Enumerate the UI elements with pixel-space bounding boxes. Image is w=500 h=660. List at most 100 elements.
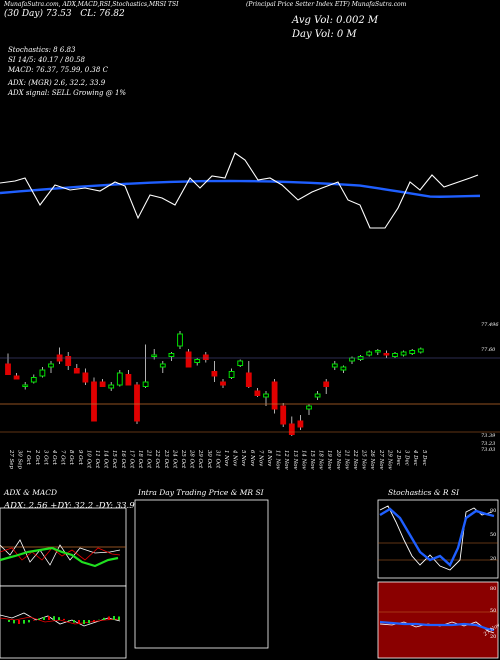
candle-body <box>228 371 235 378</box>
candle-body <box>65 356 72 366</box>
candle-body <box>323 381 330 387</box>
candle-body <box>254 390 261 396</box>
date-tick-label: 29 Nov <box>386 449 392 470</box>
date-tick-label: 27 Nov <box>378 449 384 470</box>
candle-body <box>417 348 424 353</box>
date-tick-label: 18 Nov <box>318 450 324 470</box>
date-tick-label: 8 Oct <box>68 450 74 466</box>
date-tick-label: 2 Oct <box>34 449 40 466</box>
adx-values: ADX: 2.56 +DY: 32.2 -DY: 33.9 <box>4 501 135 511</box>
date-tick-label: 21 Nov <box>343 449 349 470</box>
date-tick-label: 22 Oct <box>154 449 160 469</box>
date-axis: 27 Sep 30 Sep 1 Oct 2 Oct 3 Oct 4 Oct 7 Oct 8 O… <box>8 449 427 470</box>
date-tick-label: 29 Oct <box>197 449 203 469</box>
minus-di-line <box>0 547 121 561</box>
mrsi-blue-line <box>379 620 495 632</box>
date-tick-label: 30 Oct <box>206 450 212 469</box>
date-tick-label: 1 Oct <box>25 450 31 466</box>
date-tick-label: 4 Nov <box>232 449 238 466</box>
candle-body <box>314 393 321 398</box>
candle-body <box>409 350 416 354</box>
candle-body <box>159 363 166 368</box>
date-tick-label: 16 Oct <box>120 450 126 469</box>
mrsi-tick: 80 <box>490 586 496 592</box>
candle-body <box>202 354 209 360</box>
candle-body <box>220 381 226 386</box>
candle-body <box>331 363 338 368</box>
price-line <box>0 152 479 229</box>
candle-body <box>48 363 54 368</box>
date-tick-label: 28 Oct <box>189 449 195 469</box>
overlay-lines <box>0 152 500 433</box>
date-tick-label: 15 Oct <box>111 450 117 469</box>
adx-signal-readout: ADX signal: SELL Growing @ 1% <box>8 89 127 97</box>
date-tick-label: 14 Oct <box>103 450 109 469</box>
date-tick-label: 26 Nov <box>369 449 375 470</box>
candle-body <box>237 360 244 366</box>
price-tick-label: 73.23 <box>481 441 495 447</box>
moving-average-line <box>0 179 481 198</box>
date-tick-label: 21 Oct <box>146 449 152 469</box>
date-tick-label: 3 Dec <box>404 450 410 466</box>
candle-body <box>13 375 20 380</box>
plus-di-line <box>0 539 121 566</box>
candle-body <box>194 359 201 363</box>
candle-body <box>151 354 158 357</box>
candle-body <box>340 366 347 371</box>
date-tick-label: 31 Oct <box>214 450 220 469</box>
date-tick-label: 18 Oct <box>137 450 143 469</box>
date-tick-label: 4 Oct <box>51 449 57 466</box>
price-header: (30 Day) 73.53 CL: 76.82 <box>4 9 125 19</box>
date-tick-label: 20 Nov <box>335 449 341 470</box>
date-tick-label: 3 Oct <box>42 450 48 466</box>
candle-body <box>263 393 269 398</box>
macd-panel <box>0 585 127 659</box>
candle-body <box>280 405 287 425</box>
candle-body <box>245 372 252 387</box>
date-tick-label: 7 Nov <box>257 450 263 466</box>
date-tick-label: 17 Oct <box>128 450 134 469</box>
header-links: MunafaSutra.com, ADX,MACD,RSI,Stochastic… <box>4 1 167 8</box>
candle-body <box>39 369 46 377</box>
candle-body <box>168 353 175 357</box>
date-tick-label: 8 Nov <box>266 450 272 466</box>
stochastics-panel <box>377 499 499 579</box>
date-tick-label: 13 Nov <box>292 450 298 470</box>
date-tick-label: 25 Nov <box>361 449 367 470</box>
mrsi-tick: 50 <box>490 608 496 614</box>
candle-body <box>392 353 398 357</box>
candle-body <box>185 351 192 368</box>
date-tick-label: 25 Oct <box>180 449 186 469</box>
candle-body <box>73 368 80 374</box>
date-tick-label: 24 Oct <box>171 449 177 469</box>
candle-body <box>134 384 140 422</box>
date-tick-label: 9 Oct <box>77 450 83 466</box>
price-tick-label: 77.60 <box>481 347 496 353</box>
date-tick-label: 10 Oct <box>85 450 91 469</box>
date-tick-label: 14 Nov <box>300 450 306 470</box>
mrsi-tick: 20 <box>490 634 496 640</box>
date-tick-label: 12 Nov <box>283 450 289 470</box>
adx-line <box>0 546 119 568</box>
price-tick-label: 73.03 <box>481 447 495 453</box>
candle-body <box>82 372 89 383</box>
adx-panel-title: ADX & MACD <box>4 488 58 497</box>
candle-body <box>211 371 218 377</box>
candle-body <box>383 353 390 356</box>
adx-readout: ADX: (MGR) 2.6, 32.2, 33.9 <box>8 79 106 87</box>
thirty-day-price: (30 Day) 73.53 <box>4 9 72 19</box>
candle-body <box>125 374 132 386</box>
candle-body <box>177 333 183 347</box>
candle-body <box>366 351 373 356</box>
candle-body <box>374 350 381 353</box>
candle-body <box>142 381 149 387</box>
date-tick-label: 4 Dec <box>412 449 418 466</box>
price-tick-label: 73.39 <box>481 433 496 439</box>
candle-body <box>271 381 278 410</box>
intraday-panel-title: Intra Day Trading Price & MR SI <box>138 488 264 497</box>
macd-readout: MACD: 76.37, 75.99, 0.38 C <box>8 66 108 74</box>
date-tick-label: 2 Dec <box>395 449 401 466</box>
candle-body <box>108 384 115 389</box>
instrument-name: (Principal Price Setter Index ETF) Munaf… <box>246 1 407 8</box>
